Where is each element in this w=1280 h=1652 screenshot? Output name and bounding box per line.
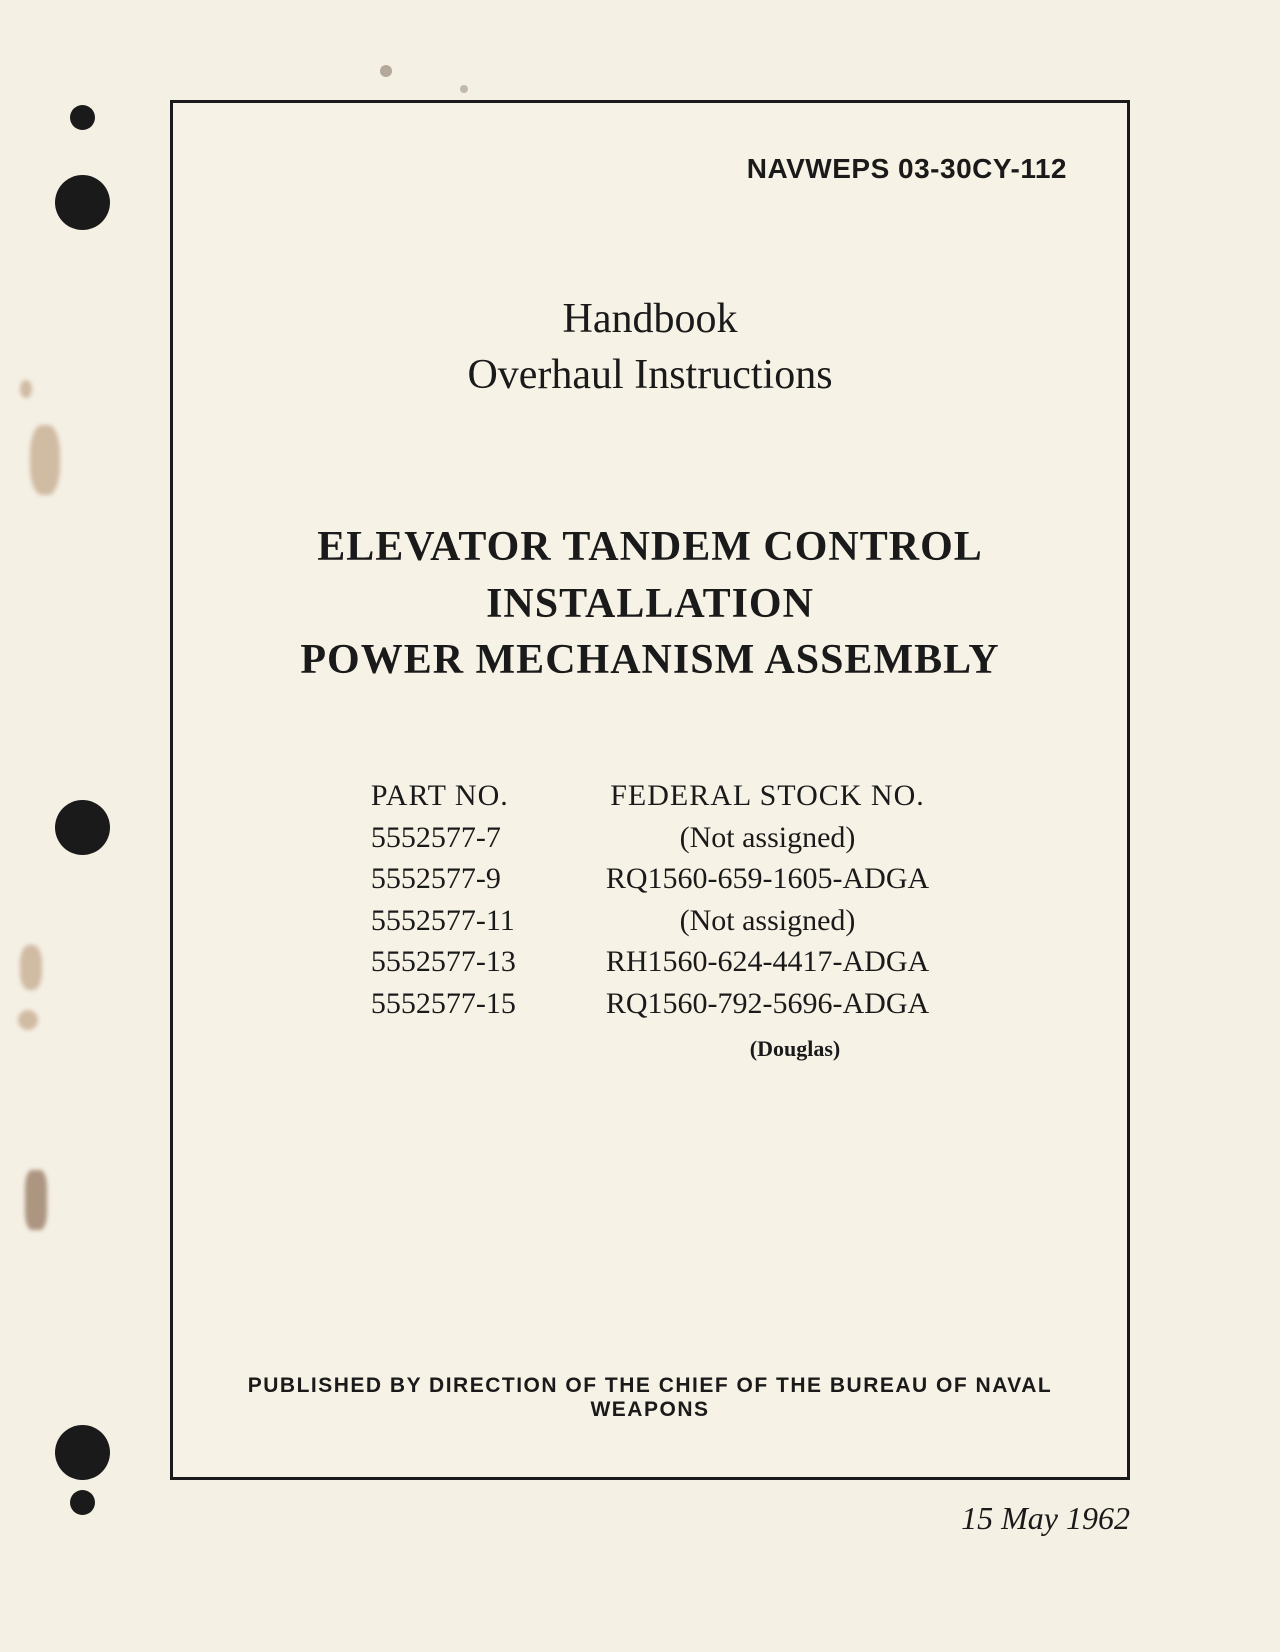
stock-number-cell: RQ1560-792-5696-ADGA (606, 983, 929, 1024)
binding-hole-icon (55, 175, 110, 230)
page-stain-icon (18, 1010, 38, 1030)
parts-table: PART NO. 5552577-7 5552577-9 5552577-11 … (233, 779, 1067, 1024)
title-line-1: ELEVATOR TANDEM CONTROL (233, 519, 1067, 576)
part-number-cell: 5552577-11 (371, 900, 516, 941)
heading-line-2: Overhaul Instructions (233, 351, 1067, 399)
binding-hole-small-icon (70, 105, 95, 130)
document-id: NAVWEPS 03-30CY-112 (233, 153, 1067, 185)
content-frame: NAVWEPS 03-30CY-112 Handbook Overhaul In… (170, 100, 1130, 1480)
stock-number-cell: RH1560-624-4417-ADGA (606, 941, 929, 982)
part-number-cell: 5552577-13 (371, 941, 516, 982)
heading-line-1: Handbook (233, 295, 1067, 343)
stock-number-cell: (Not assigned) (606, 900, 929, 941)
binding-hole-icon (55, 1425, 110, 1480)
page-stain-icon (20, 945, 42, 990)
part-number-cell: 5552577-15 (371, 983, 516, 1024)
title-line-2: INSTALLATION (233, 576, 1067, 633)
page-spot-icon (380, 65, 392, 77)
part-number-header: PART NO. (371, 779, 516, 813)
publisher-statement: PUBLISHED BY DIRECTION OF THE CHIEF OF T… (233, 1374, 1067, 1422)
binding-hole-icon (55, 800, 110, 855)
page-stain-icon (20, 380, 32, 398)
page-stain-icon (30, 425, 60, 495)
page-spot-icon (460, 85, 468, 93)
title-line-3: POWER MECHANISM ASSEMBLY (233, 632, 1067, 689)
publication-date: 15 May 1962 (961, 1500, 1130, 1537)
stock-number-cell: RQ1560-659-1605-ADGA (606, 858, 929, 899)
main-title: ELEVATOR TANDEM CONTROL INSTALLATION POW… (233, 519, 1067, 689)
document-page: NAVWEPS 03-30CY-112 Handbook Overhaul In… (0, 0, 1280, 1652)
part-number-column: PART NO. 5552577-7 5552577-9 5552577-11 … (371, 779, 516, 1024)
part-number-cell: 5552577-9 (371, 858, 516, 899)
page-stain-icon (25, 1170, 47, 1230)
manufacturer-label: (Douglas) (523, 1036, 1067, 1062)
stock-number-cell: (Not assigned) (606, 817, 929, 858)
part-number-cell: 5552577-7 (371, 817, 516, 858)
binding-hole-small-icon (70, 1490, 95, 1515)
stock-number-header: FEDERAL STOCK NO. (606, 779, 929, 813)
stock-number-column: FEDERAL STOCK NO. (Not assigned) RQ1560-… (606, 779, 929, 1024)
